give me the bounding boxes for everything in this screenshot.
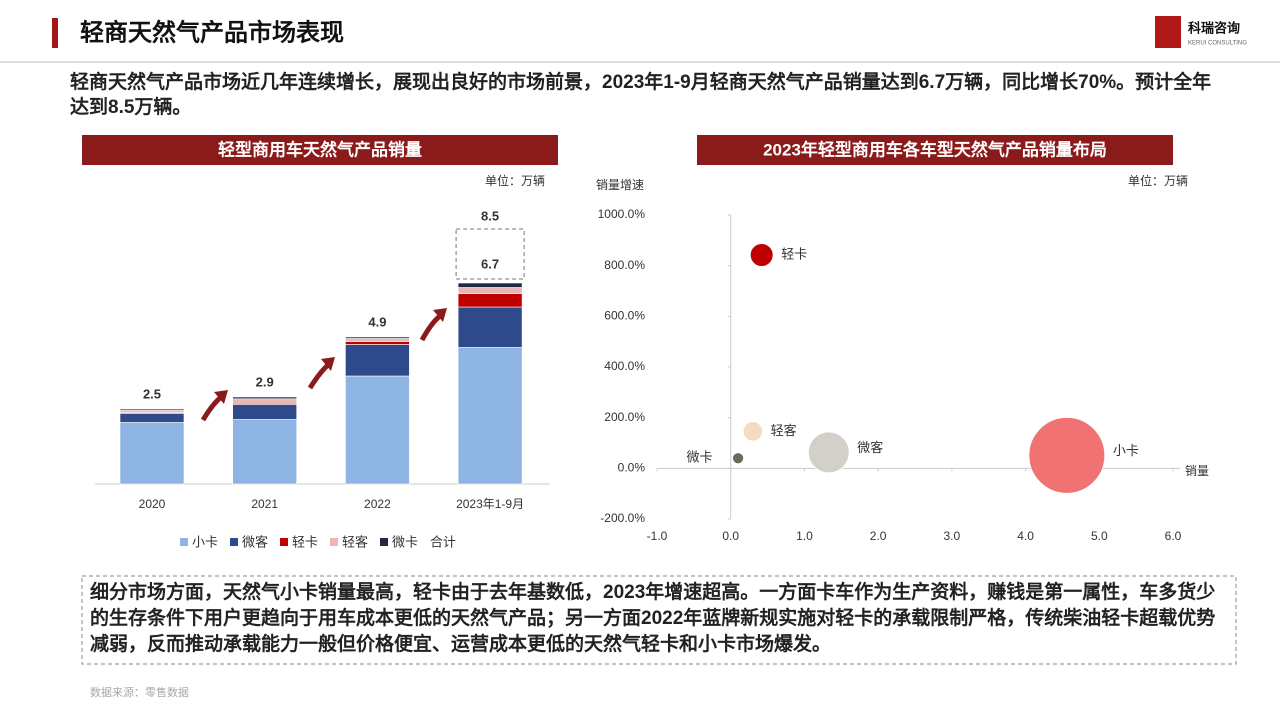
chart-title: 轻型商用车天然气产品销量 <box>218 139 422 159</box>
y-tick-label: 400.0% <box>604 359 645 373</box>
logo-text: 科瑞咨询 <box>1188 20 1240 35</box>
chart-title: 2023年轻型商用车各车型天然气产品销量布局 <box>763 139 1107 159</box>
bar-segment <box>457 282 523 288</box>
legend-swatch <box>230 538 238 546</box>
logo-mark <box>1155 16 1181 48</box>
total-label: 2.9 <box>256 374 274 389</box>
bar-segment <box>457 306 523 348</box>
bar-segment <box>119 413 185 423</box>
x-tick-label: 1.0 <box>796 529 813 543</box>
forecast-label: 8.5 <box>481 208 499 223</box>
conclusion-text: 细分市场方面，天然气小卡销量最高，轻卡由于去年基数低，2023年增速超高。一方面… <box>90 582 1216 655</box>
intro-text: 轻商天然气产品市场近几年连续增长，展现出良好的市场前景，2023年1-9月轻商天… <box>70 72 1212 118</box>
x-tick-label: 5.0 <box>1091 529 1108 543</box>
x-tick-label: 2.0 <box>870 529 887 543</box>
bar-segment <box>232 419 297 485</box>
x-tick-label: 4.0 <box>1017 529 1034 543</box>
bar-segment <box>232 398 297 404</box>
x-tick-label: 6.0 <box>1165 529 1182 543</box>
bar-segment <box>345 338 410 342</box>
x-tick-label: 2023年1-9月 <box>456 497 524 511</box>
y-axis-label: 销量增速 <box>596 178 644 192</box>
unit-label: 单位：万辆 <box>1128 173 1188 188</box>
bar-segment <box>345 336 410 339</box>
y-tick-label: -200.0% <box>600 511 645 525</box>
x-tick-label: 2020 <box>139 497 166 511</box>
bubble-label: 微卡 <box>686 450 712 465</box>
total-label: 2.5 <box>143 386 161 401</box>
y-tick-label: 600.0% <box>604 309 645 323</box>
bar-segment <box>457 293 523 308</box>
legend-label: 小卡 <box>192 534 218 549</box>
bubble <box>742 421 764 442</box>
forecast-box <box>455 228 525 280</box>
legend-label: 轻卡 <box>292 534 318 549</box>
y-tick-label: 800.0% <box>604 258 645 272</box>
total-label: 6.7 <box>481 256 499 271</box>
unit-label: 单位：万辆 <box>485 173 545 188</box>
bar-segment <box>457 287 523 294</box>
conclusion-box <box>81 575 1237 665</box>
title-bar <box>52 18 58 48</box>
legend-label: 合计 <box>430 534 456 549</box>
bar-segment <box>232 396 297 400</box>
legend-swatch <box>180 538 188 546</box>
bubble-label: 小卡 <box>1113 443 1139 458</box>
bubble-label: 轻客 <box>771 423 797 438</box>
chart-banner <box>82 135 558 165</box>
page-title: 轻商天然气产品市场表现 <box>80 18 344 46</box>
bar-segment <box>345 375 410 485</box>
chart-banner <box>697 135 1173 165</box>
bubble-label: 微客 <box>857 440 883 455</box>
y-tick-label: 0.0% <box>618 461 646 475</box>
source: 数据来源：零售数据 <box>90 685 189 699</box>
growth-arrows <box>200 314 442 422</box>
x-tick-label: 2022 <box>364 497 391 511</box>
total-label: 4.9 <box>368 314 386 329</box>
x-tick-label: -1.0 <box>647 529 668 543</box>
bubble <box>1028 416 1106 494</box>
bar-segment <box>119 408 185 411</box>
x-tick-label: 3.0 <box>944 529 961 543</box>
legend-swatch <box>280 538 288 546</box>
x-axis-label: 销量 <box>1185 464 1209 478</box>
logo-sub: KERUI CONSULTING <box>1188 41 1247 47</box>
y-tick-label: 1000.0% <box>598 207 646 221</box>
bubble-label: 轻卡 <box>781 246 807 261</box>
legend-label: 微卡 <box>392 534 418 549</box>
y-tick-label: 200.0% <box>604 410 645 424</box>
bar-segment <box>119 422 185 485</box>
bar-segment <box>345 341 410 345</box>
bar-segment <box>232 404 297 420</box>
bubble <box>749 242 774 268</box>
bar-segment <box>119 409 185 413</box>
legend-label: 轻客 <box>342 534 368 549</box>
bubble <box>731 452 745 465</box>
x-tick-label: 0.0 <box>722 529 739 543</box>
arrow-heads <box>214 308 447 404</box>
x-tick-label: 2021 <box>251 497 278 511</box>
bubble <box>807 431 850 474</box>
legend-swatch <box>330 538 338 546</box>
legend-label: 微客 <box>242 534 268 549</box>
legend-swatch <box>380 538 388 546</box>
bar-segment <box>345 344 410 377</box>
bar-segment <box>457 347 523 485</box>
